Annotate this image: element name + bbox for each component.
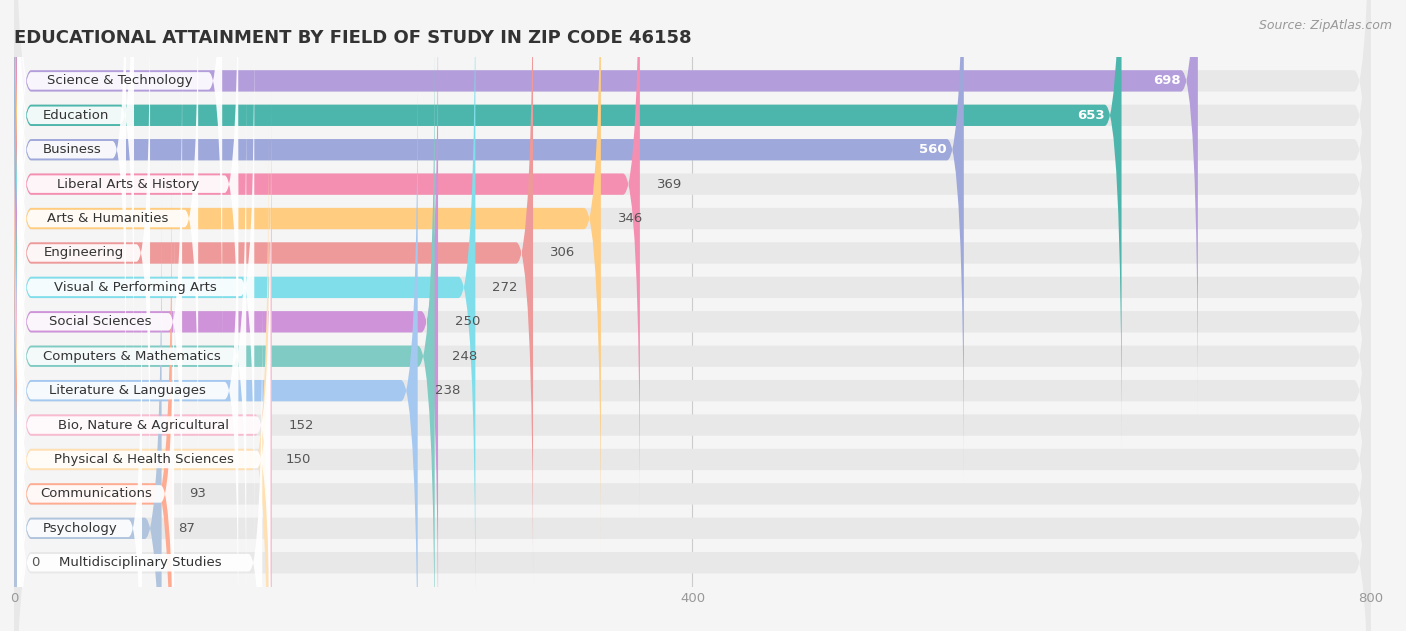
Text: 238: 238 xyxy=(434,384,460,397)
FancyBboxPatch shape xyxy=(17,296,263,631)
FancyBboxPatch shape xyxy=(14,0,1198,415)
FancyBboxPatch shape xyxy=(14,195,1371,631)
FancyBboxPatch shape xyxy=(14,23,434,631)
FancyBboxPatch shape xyxy=(14,0,533,586)
Text: 250: 250 xyxy=(456,316,481,328)
FancyBboxPatch shape xyxy=(14,126,1371,631)
Text: Communications: Communications xyxy=(39,487,152,500)
Text: 248: 248 xyxy=(451,350,477,363)
FancyBboxPatch shape xyxy=(14,0,1371,631)
Text: Multidisciplinary Studies: Multidisciplinary Studies xyxy=(59,557,221,569)
FancyBboxPatch shape xyxy=(14,23,1371,631)
FancyBboxPatch shape xyxy=(14,91,1371,631)
FancyBboxPatch shape xyxy=(17,90,246,623)
FancyBboxPatch shape xyxy=(14,160,172,631)
FancyBboxPatch shape xyxy=(14,0,600,552)
Text: Visual & Performing Arts: Visual & Performing Arts xyxy=(55,281,218,294)
FancyBboxPatch shape xyxy=(14,0,1371,449)
FancyBboxPatch shape xyxy=(17,158,270,631)
FancyBboxPatch shape xyxy=(17,0,127,416)
Text: 560: 560 xyxy=(920,143,946,156)
FancyBboxPatch shape xyxy=(17,0,222,348)
FancyBboxPatch shape xyxy=(14,0,1371,415)
FancyBboxPatch shape xyxy=(17,21,254,554)
Text: Arts & Humanities: Arts & Humanities xyxy=(48,212,169,225)
FancyBboxPatch shape xyxy=(17,262,142,631)
Text: 272: 272 xyxy=(492,281,517,294)
Text: Engineering: Engineering xyxy=(44,247,124,259)
FancyBboxPatch shape xyxy=(17,0,150,519)
Text: Business: Business xyxy=(42,143,101,156)
FancyBboxPatch shape xyxy=(14,0,640,517)
Text: 0: 0 xyxy=(31,557,39,569)
FancyBboxPatch shape xyxy=(17,0,134,382)
Text: Source: ZipAtlas.com: Source: ZipAtlas.com xyxy=(1258,19,1392,32)
FancyBboxPatch shape xyxy=(14,0,475,621)
FancyBboxPatch shape xyxy=(17,0,238,451)
Text: 653: 653 xyxy=(1077,109,1105,122)
FancyBboxPatch shape xyxy=(17,227,174,631)
Text: Science & Technology: Science & Technology xyxy=(46,74,193,87)
FancyBboxPatch shape xyxy=(14,229,1371,631)
FancyBboxPatch shape xyxy=(14,195,162,631)
Text: Psychology: Psychology xyxy=(42,522,117,535)
Text: 152: 152 xyxy=(288,418,315,432)
FancyBboxPatch shape xyxy=(14,0,1371,586)
FancyBboxPatch shape xyxy=(17,0,198,485)
Text: 698: 698 xyxy=(1153,74,1181,87)
Text: 93: 93 xyxy=(188,487,205,500)
Text: Social Sciences: Social Sciences xyxy=(49,316,150,328)
FancyBboxPatch shape xyxy=(14,0,1371,552)
Text: Literature & Languages: Literature & Languages xyxy=(49,384,207,397)
FancyBboxPatch shape xyxy=(17,56,183,588)
Text: Liberal Arts & History: Liberal Arts & History xyxy=(56,178,200,191)
FancyBboxPatch shape xyxy=(14,0,965,483)
FancyBboxPatch shape xyxy=(14,126,269,631)
Text: 87: 87 xyxy=(179,522,195,535)
Text: 346: 346 xyxy=(617,212,643,225)
FancyBboxPatch shape xyxy=(14,0,1122,449)
Text: 306: 306 xyxy=(550,247,575,259)
FancyBboxPatch shape xyxy=(17,193,270,631)
FancyBboxPatch shape xyxy=(14,160,1371,631)
FancyBboxPatch shape xyxy=(14,0,439,631)
FancyBboxPatch shape xyxy=(14,0,1371,483)
Text: Physical & Health Sciences: Physical & Health Sciences xyxy=(53,453,233,466)
FancyBboxPatch shape xyxy=(14,0,1371,517)
Text: 150: 150 xyxy=(285,453,311,466)
FancyBboxPatch shape xyxy=(14,57,1371,631)
Text: Education: Education xyxy=(42,109,108,122)
Text: Bio, Nature & Agricultural: Bio, Nature & Agricultural xyxy=(59,418,229,432)
Text: Computers & Mathematics: Computers & Mathematics xyxy=(44,350,221,363)
Text: 369: 369 xyxy=(657,178,682,191)
FancyBboxPatch shape xyxy=(14,91,271,631)
FancyBboxPatch shape xyxy=(14,0,1371,621)
FancyBboxPatch shape xyxy=(14,57,418,631)
FancyBboxPatch shape xyxy=(17,124,238,631)
Text: EDUCATIONAL ATTAINMENT BY FIELD OF STUDY IN ZIP CODE 46158: EDUCATIONAL ATTAINMENT BY FIELD OF STUDY… xyxy=(14,29,692,47)
